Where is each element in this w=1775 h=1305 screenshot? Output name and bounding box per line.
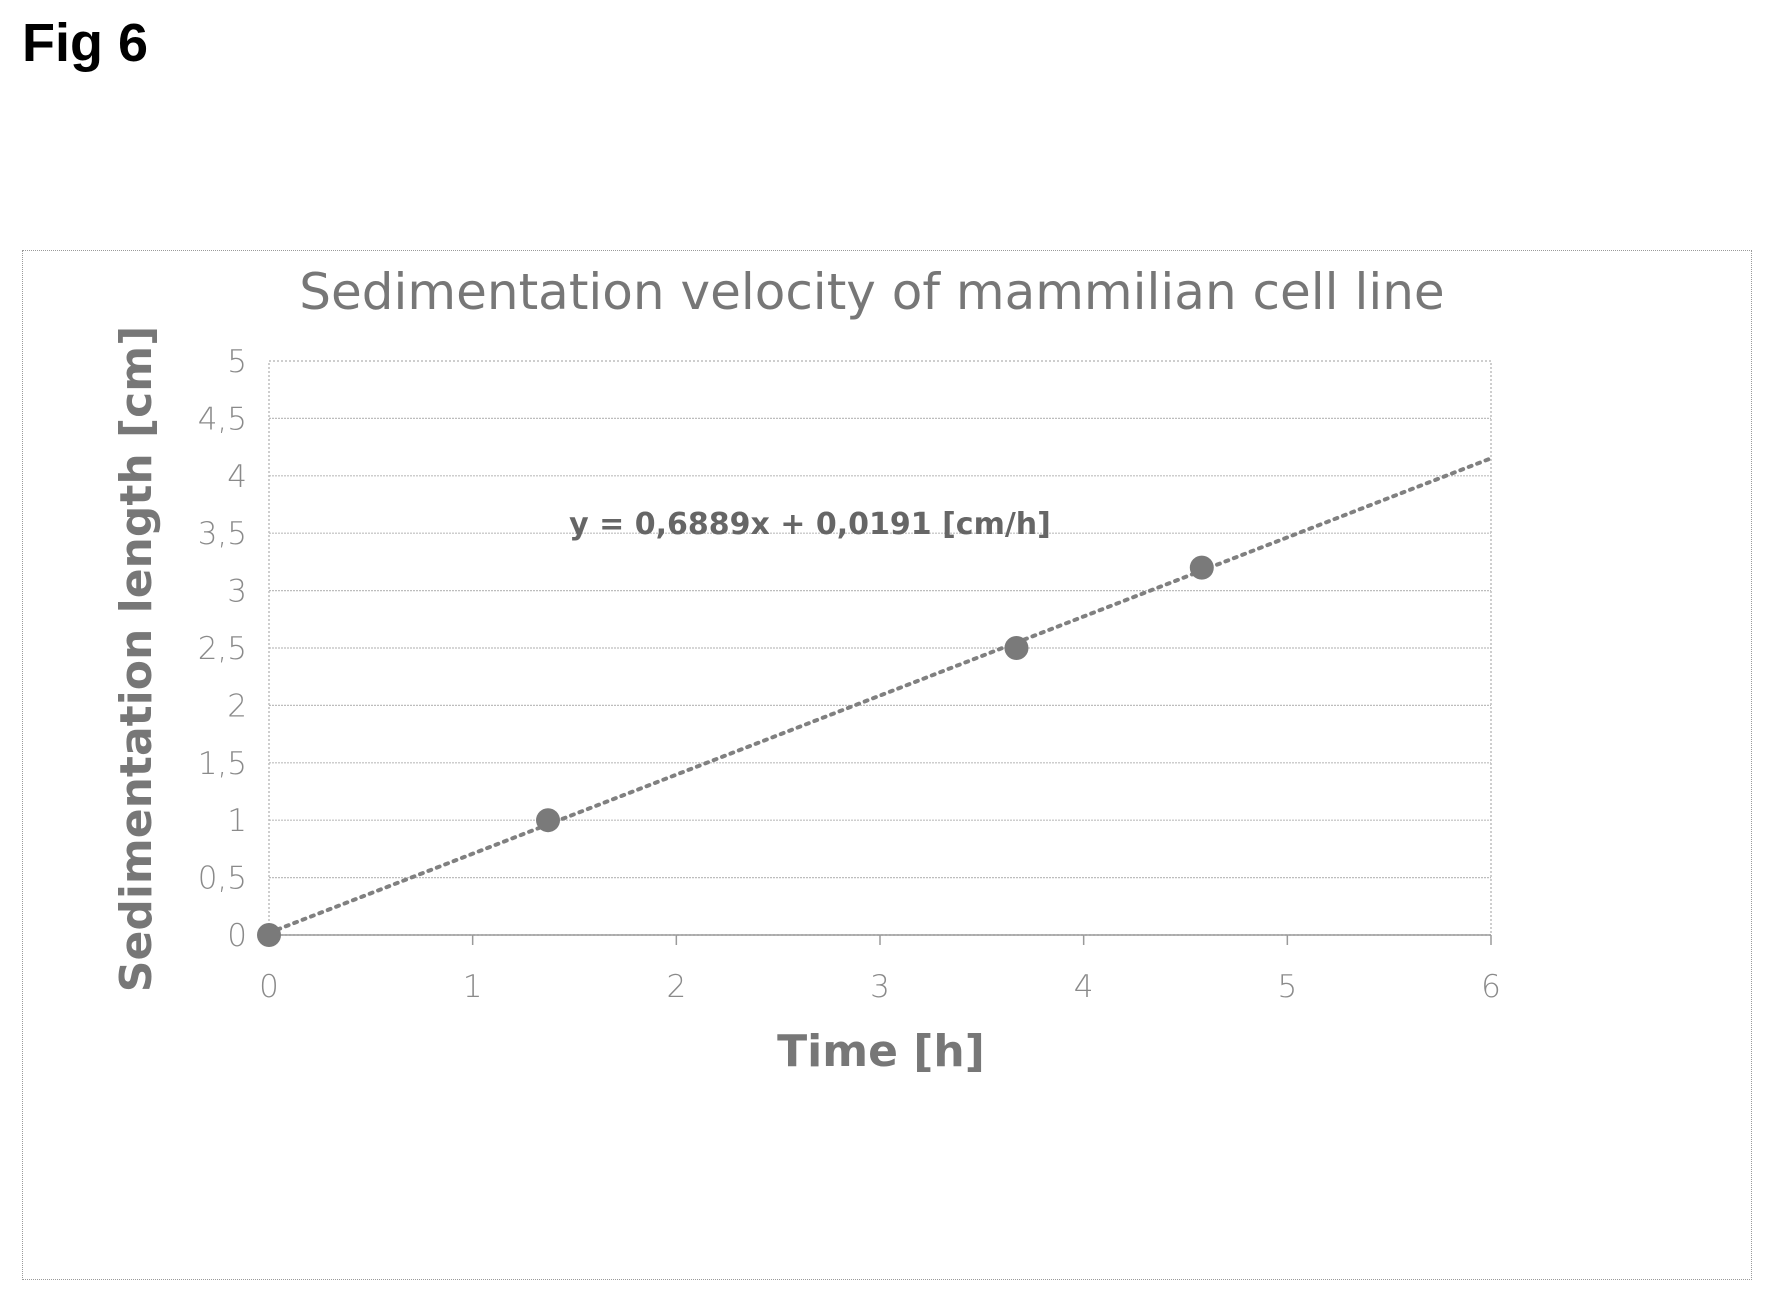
trendline [267, 456, 1493, 935]
y-tick-label: 2 [227, 688, 247, 724]
chart: Sedimentation velocity of mammilian cell… [111, 263, 1501, 1077]
data-point [1189, 555, 1214, 580]
trendline-equation: y = 0,6889x + 0,0191 [cm/h] [569, 507, 1051, 542]
x-tick-label: 2 [666, 969, 686, 1005]
x-tick-label: 0 [259, 969, 279, 1005]
figure-label: Fig 6 [22, 13, 149, 73]
y-tick-label: 1,5 [198, 746, 247, 782]
y-tick-label: 3 [227, 574, 247, 610]
chart-title: Sedimentation velocity of mammilian cell… [299, 263, 1444, 321]
y-tick-label: 5 [227, 344, 247, 380]
x-tick-label: 6 [1481, 969, 1501, 1005]
axes: 0 0,5 1 1,5 2 2,5 3 3,5 4 4,5 5 0 1 2 3 4 5 6 [198, 344, 1501, 1005]
gridlines [269, 417, 1491, 879]
y-tick-label: 2,5 [198, 631, 247, 667]
data-point [1004, 636, 1029, 660]
data-points [257, 555, 1214, 947]
y-tick-label: 3,5 [198, 516, 247, 552]
x-axis-title: Time [h] [777, 1026, 985, 1077]
x-tick-label: 3 [870, 969, 890, 1005]
chart-frame: Sedimentation velocity of mammilian cell… [22, 250, 1752, 1280]
data-point [536, 808, 561, 833]
trendline-group [267, 456, 1493, 935]
x-tick-label: 1 [463, 969, 483, 1005]
plot-area [268, 360, 1492, 936]
y-tick-label: 0,5 [198, 861, 247, 897]
y-tick-label: 4 [227, 459, 247, 495]
y-tick-label: 4,5 [198, 401, 247, 437]
y-tick-label: 1 [227, 803, 247, 839]
y-tick-label: 0 [227, 918, 247, 954]
x-tick-label: 4 [1074, 969, 1094, 1005]
y-axis-title: Sedimentation length [cm] [111, 326, 162, 992]
x-tick-label: 5 [1277, 969, 1297, 1005]
data-point [257, 923, 281, 947]
